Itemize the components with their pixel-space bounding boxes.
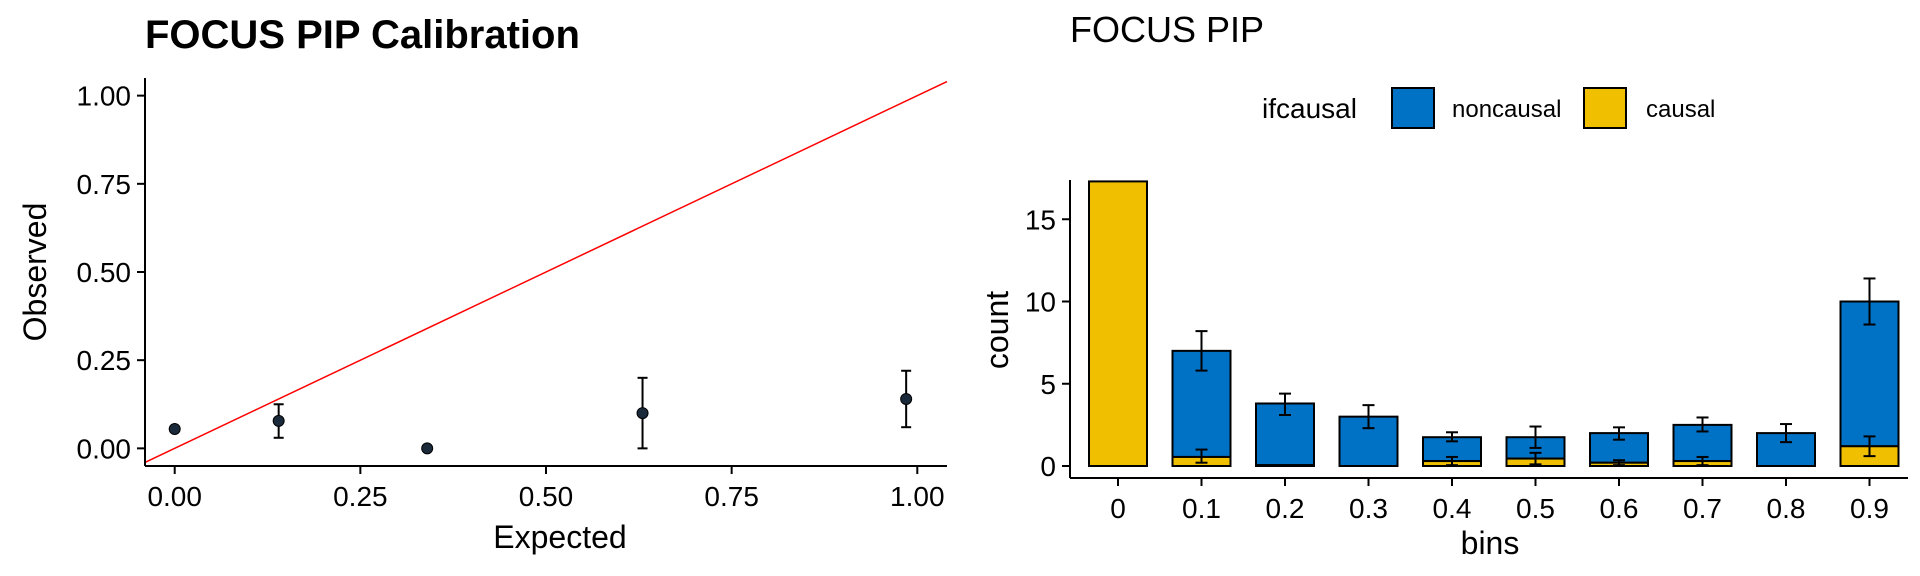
histogram-title: FOCUS PIP [1070,9,1264,50]
calibration-chart: FOCUS PIP Calibration 0.00 0.25 0.50 0.75 1.… [17,13,948,555]
x-tick-label: 0.7 [1683,493,1722,524]
x-tick-label: 0.9 [1850,493,1889,524]
x-tick-label: 0.4 [1433,493,1472,524]
y-tick-label: 0.75 [77,169,132,200]
bar-noncausal [1839,300,1900,448]
bar-causal [1088,180,1148,467]
reference-line-group [144,80,948,464]
y-tick-label: 0.25 [77,345,132,376]
y-tick-label: 1.00 [77,81,132,112]
y-ticks: 0.00 0.25 0.50 0.75 1.00 [77,81,145,464]
x-tick-label: 0.50 [519,481,574,512]
x-tick-label: 0.8 [1767,493,1806,524]
x-tick-label: 0.6 [1600,493,1639,524]
x-axis-title: bins [1461,525,1520,561]
x-tick-label: 0.00 [147,481,202,512]
y-ticks: 0 5 10 15 [1025,204,1070,482]
legend: ifcausal noncausal causal [1262,87,1715,129]
data-point [636,407,649,420]
data-points [168,392,913,455]
x-tick-label: 0.2 [1266,493,1305,524]
legend-swatch-noncausal [1391,87,1435,129]
y-tick-label: 10 [1025,287,1056,318]
y-tick-label: 0.00 [77,433,132,464]
x-tick-label: 0.25 [333,481,388,512]
x-tick-label: 0 [1110,493,1126,524]
legend-swatch-causal [1583,87,1627,129]
y-axis-title: Observed [17,203,53,342]
reference-line [144,80,948,464]
y-tick-label: 5 [1040,369,1056,400]
y-tick-label: 15 [1025,204,1056,235]
bar-causal [1255,464,1315,467]
y-axis-title: count [979,291,1015,369]
x-tick-label: 0.75 [704,481,759,512]
y-tick-label: 0.50 [77,257,132,288]
x-ticks: 0.00 0.25 0.50 0.75 1.00 [147,466,945,512]
x-tick-label: 0.5 [1516,493,1555,524]
data-point [272,414,285,427]
data-point [421,442,434,455]
x-tick-label: 0.3 [1349,493,1388,524]
x-tick-label: 0.1 [1182,493,1221,524]
x-ticks: 0 0.1 0.2 0.3 0.4 0.5 0.6 0.7 0.8 0.9 [1110,478,1889,524]
legend-title: ifcausal [1262,93,1357,124]
legend-label-noncausal: noncausal [1452,96,1561,123]
x-axis-title: Expected [493,519,626,555]
y-tick-label: 0 [1040,451,1056,482]
bar-error-bars [1195,277,1876,467]
data-point [168,422,181,435]
error-bars [273,369,912,450]
pip-histogram-chart: FOCUS PIP ifcausal noncausal causal 0 5 10… [979,9,1908,561]
data-point [900,392,913,405]
calibration-title: FOCUS PIP Calibration [145,13,580,57]
bars [1088,180,1900,468]
legend-label-causal: causal [1646,96,1715,123]
x-tick-label: 1.00 [890,481,945,512]
